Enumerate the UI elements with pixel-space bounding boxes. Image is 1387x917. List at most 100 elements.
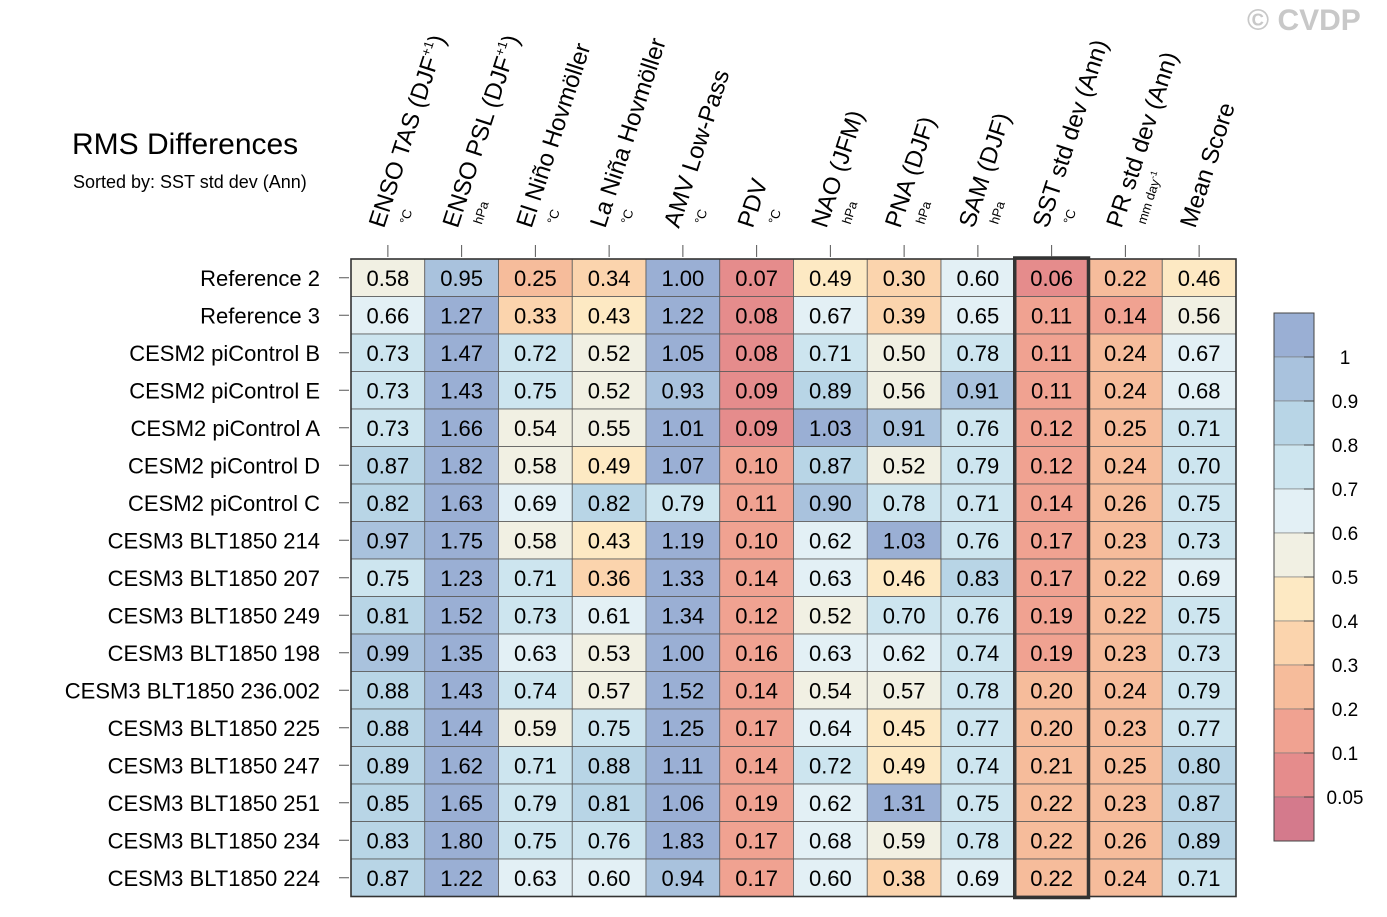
column-unit: hPa <box>839 199 861 226</box>
heatmap-cell <box>424 821 499 860</box>
cell-value: 0.63 <box>514 866 557 891</box>
cell-value: 0.61 <box>588 603 631 628</box>
cell-value: 1.00 <box>661 641 704 666</box>
heatmap-cell <box>1014 671 1089 710</box>
heatmap-cell <box>350 821 426 860</box>
heatmap-cell <box>350 408 426 447</box>
cell-value: 0.76 <box>956 416 999 441</box>
heatmap-cell <box>793 821 868 860</box>
cell-value: 0.69 <box>956 866 999 891</box>
cell-value: 0.90 <box>809 491 852 516</box>
row-label: CESM3 BLT1850 225 <box>108 716 320 741</box>
colorbar-tick-label: 0.6 <box>1332 524 1358 545</box>
heatmap-cell <box>571 408 647 447</box>
cell-value: 0.71 <box>514 566 557 591</box>
heatmap-cell <box>1014 333 1089 372</box>
cell-value: 0.23 <box>1104 641 1147 666</box>
cell-value: 0.54 <box>809 678 852 703</box>
cell-value: 0.11 <box>1031 378 1072 403</box>
cell-value: 0.26 <box>1104 491 1147 516</box>
column-unit: °C <box>1060 207 1079 226</box>
cell-value: 0.53 <box>588 641 631 666</box>
sorted-column-highlight <box>1013 256 1091 900</box>
heatmap-cell <box>645 746 721 785</box>
heatmap-cell <box>1161 783 1237 822</box>
cell-value: 0.58 <box>366 266 409 291</box>
cell-value: 0.78 <box>883 491 926 516</box>
heatmap-cell <box>498 633 573 672</box>
heatmap-cell <box>498 596 573 635</box>
heatmap-cell <box>940 446 1016 485</box>
heatmap-cell <box>719 371 794 410</box>
cell-value: 0.06 <box>1030 266 1073 291</box>
row-label: CESM3 BLT1850 251 <box>108 791 320 816</box>
cell-value: 0.74 <box>956 641 999 666</box>
cell-value: 0.75 <box>366 566 409 591</box>
cell-value: 0.11 <box>736 491 777 516</box>
heatmap-cell <box>571 708 647 747</box>
heatmap-cell <box>866 671 942 710</box>
heatmap-cell <box>1014 446 1089 485</box>
heatmap-cell <box>719 821 794 860</box>
cell-value: 0.62 <box>809 528 852 553</box>
cell-value: 0.77 <box>956 716 999 741</box>
cell-value: 0.73 <box>1178 528 1221 553</box>
cell-value: 1.23 <box>440 566 483 591</box>
heatmap-cell <box>1161 746 1237 785</box>
heatmap-cell <box>424 521 499 560</box>
row-label: CESM3 BLT1850 214 <box>108 528 320 553</box>
colorbar-segment <box>1273 796 1315 842</box>
cell-value: 0.14 <box>735 566 778 591</box>
heatmap-cell <box>571 296 647 335</box>
cell-value: 0.22 <box>1030 828 1073 853</box>
cell-value: 0.17 <box>735 716 778 741</box>
cell-value: 0.49 <box>588 453 631 478</box>
cell-value: 0.54 <box>514 416 557 441</box>
heatmap-cell <box>571 858 647 897</box>
cell-value: 1.43 <box>440 678 483 703</box>
heatmap-cell <box>1014 858 1089 897</box>
cell-value: 0.07 <box>735 266 778 291</box>
heatmap-cell <box>940 596 1016 635</box>
colorbar-segment <box>1273 312 1315 358</box>
cell-value: 1.52 <box>440 603 483 628</box>
cell-value: 0.14 <box>1104 303 1147 328</box>
cell-value: 0.22 <box>1030 866 1073 891</box>
cell-value: 0.33 <box>514 303 557 328</box>
cell-value: 0.69 <box>1178 566 1221 591</box>
cell-value: 0.62 <box>883 641 926 666</box>
cell-value: 0.64 <box>809 716 852 741</box>
cell-value: 0.91 <box>883 416 926 441</box>
cell-value: 0.56 <box>1178 303 1221 328</box>
column-label: PNA (DJF) <box>880 113 941 230</box>
cell-value: 0.85 <box>366 791 409 816</box>
row-label: CESM2 piControl D <box>128 453 320 478</box>
cell-value: 0.24 <box>1104 678 1147 703</box>
heatmap-cell <box>645 371 721 410</box>
cell-value: 0.39 <box>883 303 926 328</box>
cell-value: 0.68 <box>1178 378 1221 403</box>
cell-value: 0.76 <box>588 828 631 853</box>
cell-value: 0.60 <box>588 866 631 891</box>
heatmap-cell <box>498 821 573 860</box>
cell-value: 0.71 <box>809 341 852 366</box>
cell-value: 0.87 <box>1178 791 1221 816</box>
cell-value: 0.67 <box>809 303 852 328</box>
cell-value: 0.19 <box>1030 641 1073 666</box>
cell-value: 0.45 <box>883 716 926 741</box>
row-label: CESM3 BLT1850 236.002 <box>65 678 320 703</box>
cell-value: 0.22 <box>1104 266 1147 291</box>
column-label: Mean Score <box>1175 99 1241 230</box>
heatmap-cell <box>1014 521 1089 560</box>
cell-value: 0.21 <box>1030 753 1073 778</box>
cell-value: 0.78 <box>956 828 999 853</box>
cell-value: 0.25 <box>1104 753 1147 778</box>
heatmap-cell <box>498 708 573 747</box>
cell-value: 0.59 <box>883 828 926 853</box>
cell-value: 0.82 <box>588 491 631 516</box>
cell-value: 0.79 <box>514 791 557 816</box>
cell-value: 0.17 <box>735 866 778 891</box>
column-unit: °C <box>396 207 415 226</box>
cell-value: 1.22 <box>661 303 704 328</box>
